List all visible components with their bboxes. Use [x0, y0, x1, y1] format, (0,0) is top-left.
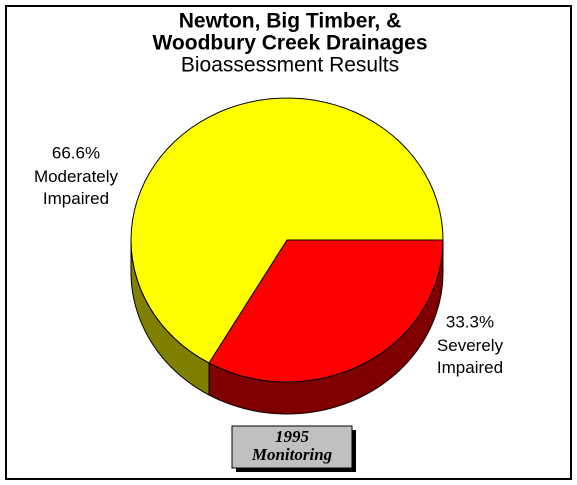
slice-label: Severely Impaired	[437, 336, 504, 377]
slice-value-label: 66.6%	[52, 143, 100, 162]
slice-label: Moderately Impaired	[34, 167, 119, 208]
chart-subtitle: Bioassessment Results	[181, 54, 399, 77]
chart-title: Newton, Big Timber, &	[179, 10, 401, 33]
chart-title: Woodbury Creek Drainages	[152, 32, 427, 55]
slice	[208, 239, 444, 383]
annotation-box	[231, 425, 353, 469]
slice-value-label: 33.3%	[446, 312, 494, 331]
annotation: 1995 Monitoring	[251, 427, 333, 464]
slice	[130, 97, 444, 364]
